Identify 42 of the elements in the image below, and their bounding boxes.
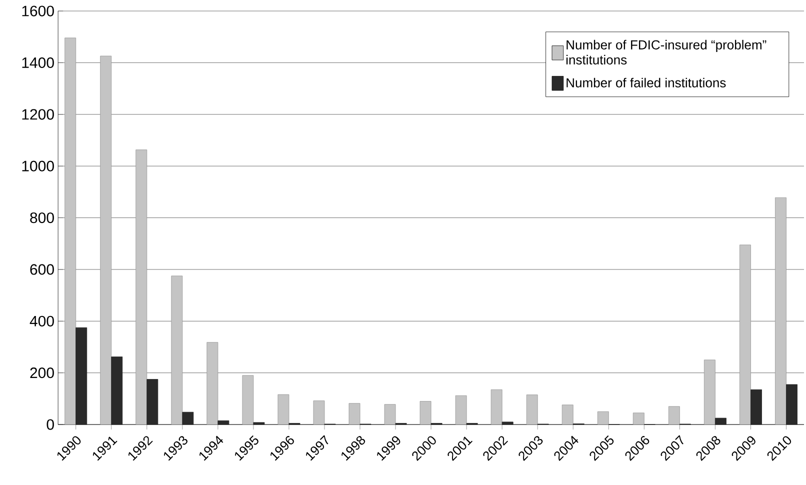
bar	[740, 244, 751, 425]
y-tick-label: 600	[30, 264, 54, 275]
bar	[146, 379, 158, 425]
bar	[490, 390, 502, 425]
bar	[455, 396, 467, 425]
bar	[313, 400, 325, 425]
bar	[632, 412, 644, 425]
bar	[111, 356, 123, 425]
bar	[597, 412, 609, 425]
bar	[668, 406, 680, 425]
bar	[562, 404, 574, 425]
bar	[384, 404, 396, 425]
bar	[775, 198, 786, 425]
bar	[206, 342, 218, 425]
y-tick-label: 1200	[22, 109, 54, 120]
bar	[64, 38, 76, 425]
bar	[218, 420, 230, 425]
bar	[750, 390, 762, 425]
y-tick-label: 800	[30, 212, 54, 224]
y-tick-label: 200	[30, 368, 54, 378]
bar	[100, 56, 112, 425]
bar	[348, 403, 360, 425]
bar	[526, 394, 538, 425]
bar	[136, 150, 148, 425]
y-tick-label: 1600	[22, 6, 54, 17]
bar	[242, 375, 254, 425]
bar	[253, 422, 265, 425]
bar	[715, 418, 726, 425]
bar	[704, 360, 716, 425]
y-tick-label: 1400	[22, 58, 54, 68]
bar	[182, 412, 194, 425]
bar	[171, 276, 183, 425]
bar	[76, 328, 88, 425]
bar	[420, 401, 432, 425]
bar	[502, 422, 514, 425]
bar	[786, 384, 798, 425]
y-tick-label: 0	[46, 419, 54, 430]
legend-label: Number of FDIC-insured “problem” institutions	[566, 40, 766, 65]
legend-label: Number of failed institutions	[566, 78, 726, 88]
y-tick-label: 400	[30, 316, 54, 327]
y-tick-label: 1000	[22, 160, 54, 172]
bar	[278, 394, 290, 425]
